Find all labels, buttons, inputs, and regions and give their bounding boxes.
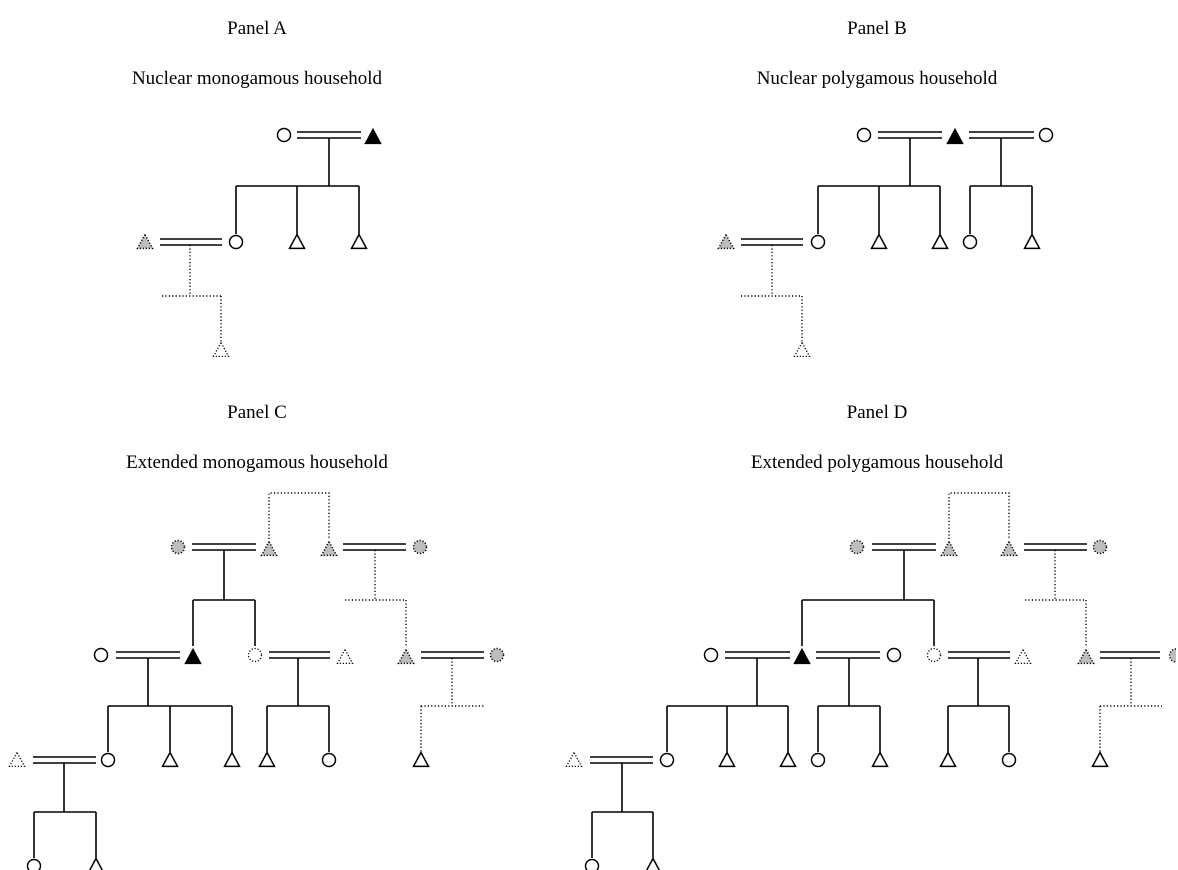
male-triangle-icon: [336, 648, 354, 665]
male-triangle-icon: [946, 127, 964, 145]
female-circle-icon: [856, 127, 872, 143]
panel-b-label: Panel B: [847, 18, 907, 39]
panel-d-label: Panel D: [847, 402, 908, 423]
male-triangle-icon: [364, 127, 382, 145]
male-triangle-icon: [161, 750, 179, 768]
female-circle-icon: [810, 234, 826, 250]
panel-c-diagram: [8, 492, 505, 870]
female-circle-icon: [93, 647, 109, 663]
male-triangle-icon: [288, 232, 306, 250]
female-circle-icon: [26, 858, 42, 870]
male-triangle-icon: [793, 341, 811, 358]
male-triangle-icon: [717, 232, 735, 250]
panel-a-title: Nuclear monogamous household: [132, 68, 383, 89]
female-circle-icon: [170, 539, 186, 555]
panel-c-label: Panel C: [227, 402, 287, 423]
female-circle-icon: [849, 539, 865, 555]
male-triangle-icon: [931, 232, 949, 250]
female-circle-icon: [100, 752, 116, 768]
male-triangle-icon: [184, 647, 202, 665]
male-triangle-icon: [718, 750, 736, 768]
male-triangle-icon: [320, 539, 338, 557]
female-circle-icon: [228, 234, 244, 250]
male-triangle-icon: [645, 856, 661, 870]
female-circle-icon: [886, 647, 902, 663]
panel-d-heading: Panel D Extended polygamous household: [751, 402, 1004, 473]
panel-b-diagram: [717, 127, 1054, 358]
male-triangle-icon: [1023, 232, 1041, 250]
female-circle-icon: [659, 752, 675, 768]
panel-c-heading: Panel C Extended monogamous household: [126, 402, 388, 473]
female-circle-icon: [962, 234, 978, 250]
female-circle-icon: [926, 647, 942, 663]
female-circle-icon: [321, 752, 337, 768]
male-triangle-icon: [260, 539, 278, 557]
panel-b-heading: Panel B Nuclear polygamous household: [757, 18, 998, 89]
male-triangle-icon: [793, 647, 811, 665]
female-circle-icon: [276, 127, 292, 143]
panel-b-title: Nuclear polygamous household: [757, 68, 998, 89]
male-triangle-icon: [1014, 648, 1032, 665]
male-triangle-icon: [212, 341, 230, 358]
panel-d-diagram: [565, 492, 1177, 870]
female-circle-icon: [584, 858, 600, 870]
panel-a-heading: Panel A Nuclear monogamous household: [132, 18, 383, 89]
male-triangle-icon: [565, 751, 583, 768]
female-circle-icon: [1038, 127, 1054, 143]
female-circle-icon: [247, 647, 263, 663]
male-triangle-icon: [940, 539, 958, 557]
male-triangle-icon: [258, 750, 276, 768]
male-triangle-icon: [412, 750, 430, 768]
male-triangle-icon: [1077, 647, 1095, 665]
male-triangle-icon: [1091, 750, 1109, 768]
male-triangle-icon: [1000, 539, 1018, 557]
panel-d-title: Extended polygamous household: [751, 452, 1004, 473]
female-circle-icon: [489, 647, 505, 663]
female-circle-icon: [412, 539, 428, 555]
female-circle-icon: [703, 647, 719, 663]
male-triangle-icon: [223, 750, 241, 768]
male-triangle-icon: [350, 232, 368, 250]
male-triangle-icon: [136, 232, 154, 250]
male-triangle-icon: [8, 751, 26, 768]
male-triangle-icon: [870, 232, 888, 250]
male-triangle-icon: [779, 750, 797, 768]
panel-c-title: Extended monogamous household: [126, 452, 388, 473]
female-circle-icon: [1168, 648, 1177, 663]
male-triangle-icon: [871, 750, 889, 768]
panel-a-label: Panel A: [227, 18, 287, 39]
male-triangle-icon: [939, 750, 957, 768]
male-triangle-icon: [397, 647, 415, 665]
female-circle-icon: [1001, 752, 1017, 768]
dotted-connector: [948, 492, 1010, 539]
female-circle-icon: [1092, 539, 1108, 555]
panel-a-diagram: [136, 127, 382, 358]
female-circle-icon: [810, 752, 826, 768]
dotted-connector: [268, 492, 330, 539]
male-triangle-icon: [88, 856, 104, 870]
